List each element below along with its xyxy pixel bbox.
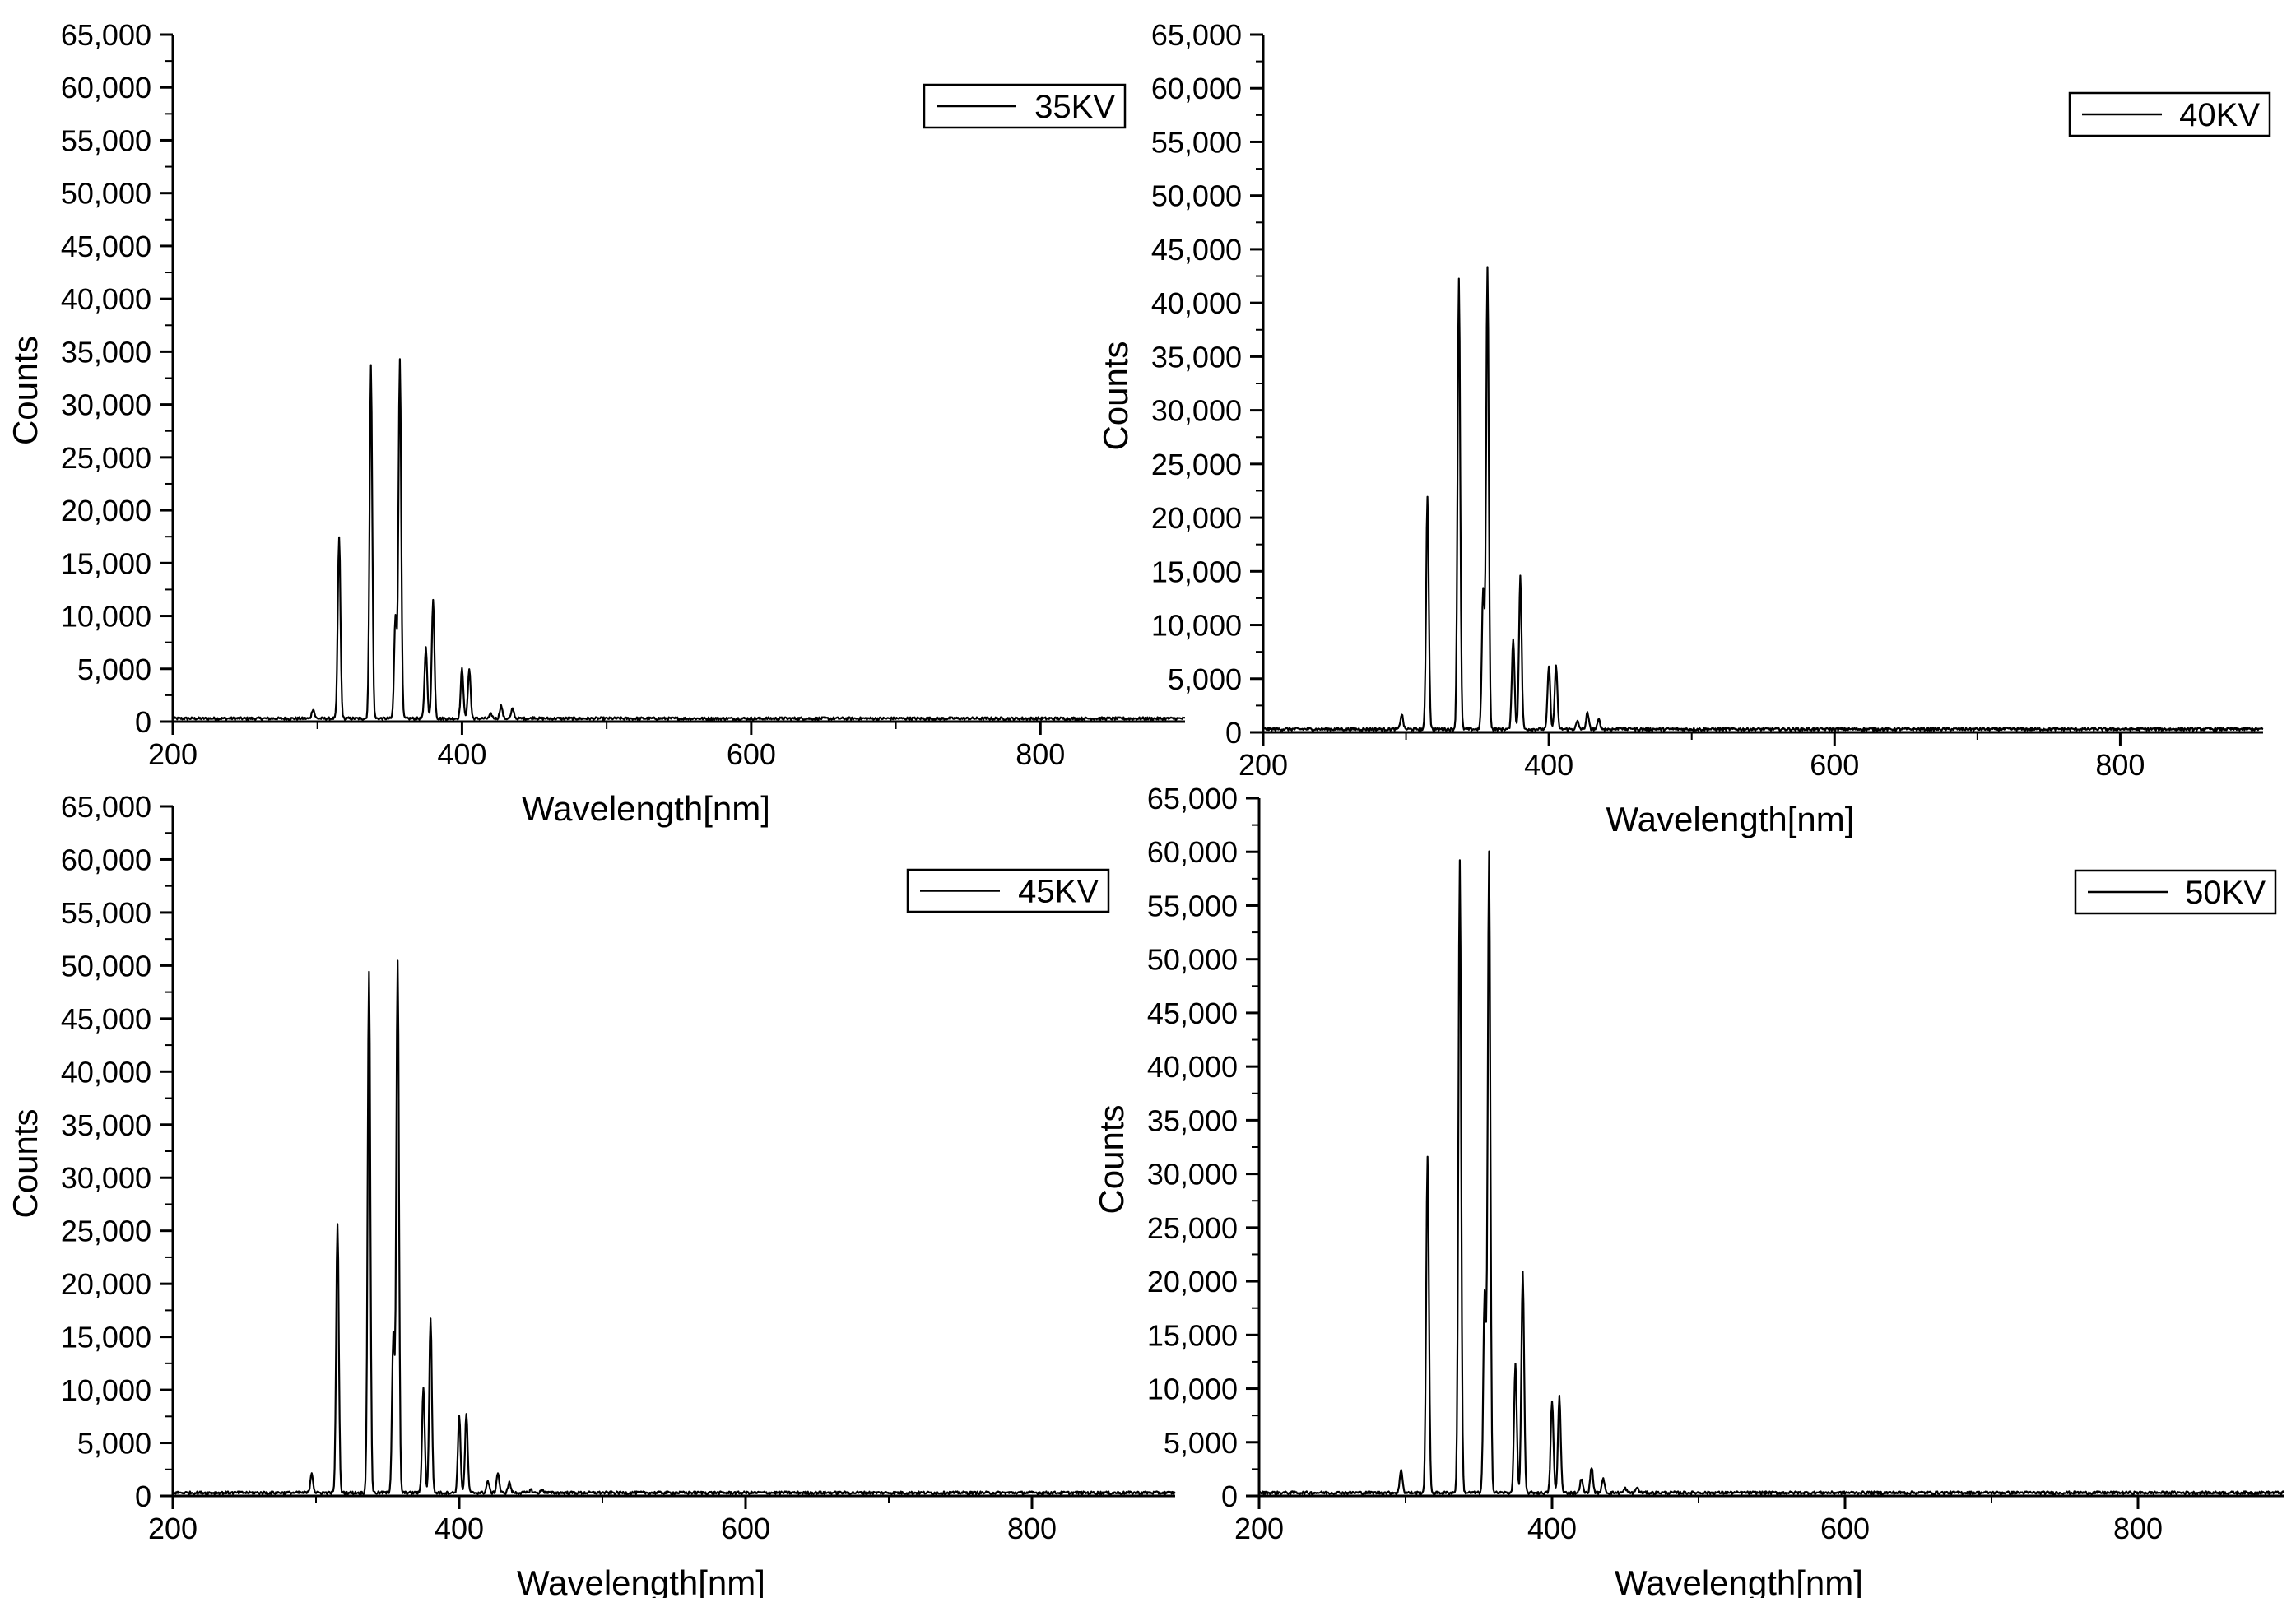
y-tick-label: 25,000	[61, 441, 151, 475]
x-tick-label: 200	[1234, 1512, 1284, 1545]
legend: 35KV	[923, 83, 1127, 129]
x-tick-label: 200	[1239, 748, 1288, 782]
y-tick-label: 35,000	[1147, 1103, 1238, 1137]
x-tick-label: 600	[727, 737, 776, 771]
x-tick-label: 600	[1820, 1512, 1870, 1545]
y-tick-label: 65,000	[61, 18, 151, 52]
x-axis-title: Wavelength[nm]	[522, 789, 770, 828]
y-tick-label: 0	[1225, 716, 1242, 750]
y-tick-label: 15,000	[1147, 1318, 1238, 1352]
y-tick-label: 5,000	[77, 653, 151, 686]
y-tick-label: 20,000	[61, 1267, 151, 1301]
series-line-50KV	[1257, 850, 2285, 1495]
x-tick-label: 400	[1527, 1512, 1577, 1545]
legend-label: 35KV	[1034, 89, 1115, 125]
y-tick-label: 5,000	[1168, 662, 1242, 696]
y-tick-label: 25,000	[1151, 448, 1242, 481]
y-tick-label: 65,000	[1147, 782, 1238, 815]
y-tick-label: 35,000	[1151, 340, 1242, 374]
legend: 45KV	[906, 868, 1110, 913]
y-tick-label: 0	[135, 705, 151, 739]
y-tick-label: 55,000	[61, 123, 151, 157]
y-tick-label: 10,000	[61, 600, 151, 634]
x-tick-label: 200	[148, 737, 198, 771]
y-tick-label: 40,000	[1151, 286, 1242, 320]
y-tick-label: 30,000	[1151, 394, 1242, 428]
y-axis-title: Counts	[6, 1108, 44, 1218]
y-tick-label: 10,000	[61, 1373, 151, 1407]
y-tick-label: 5,000	[77, 1427, 151, 1461]
y-tick-label: 50,000	[1147, 943, 1238, 977]
legend-label: 45KV	[1018, 874, 1099, 910]
legend-label: 40KV	[2179, 97, 2260, 133]
y-tick-label: 20,000	[1151, 501, 1242, 535]
series-line-45KV	[172, 959, 1176, 1495]
y-tick-label: 55,000	[1147, 889, 1238, 922]
x-axis-title: Wavelength[nm]	[517, 1563, 765, 1598]
chart-panel-2: 0 5,000 10,000 15,000 20,000 25,000 30,000 35,0…	[1096, 18, 2271, 838]
series-line-40KV	[1262, 266, 2264, 732]
y-tick-label: 10,000	[1151, 609, 1242, 643]
x-tick-label: 400	[1524, 748, 1573, 782]
y-tick-label: 15,000	[61, 546, 151, 580]
x-tick-label: 800	[1007, 1512, 1057, 1545]
legend: 40KV	[2068, 91, 2271, 137]
x-tick-label: 600	[1810, 748, 1859, 782]
y-tick-label: 65,000	[1151, 18, 1242, 52]
y-tick-label: 60,000	[1151, 72, 1242, 105]
chart-panel-3: 0 5,000 10,000 15,000 20,000 25,000 30,000 35,0…	[6, 790, 1176, 1598]
legend-label: 50KV	[2185, 875, 2266, 911]
y-tick-label: 35,000	[61, 335, 151, 369]
y-axis-title: Counts	[1092, 1104, 1131, 1214]
x-axis-title: Wavelength[nm]	[1615, 1563, 1863, 1598]
y-tick-label: 20,000	[61, 494, 151, 527]
y-tick-label: 45,000	[1147, 996, 1238, 1030]
y-tick-label: 45,000	[61, 1002, 151, 1036]
y-tick-label: 55,000	[61, 896, 151, 930]
y-tick-label: 50,000	[61, 949, 151, 982]
y-tick-label: 30,000	[1147, 1158, 1238, 1192]
y-axis-title: Counts	[6, 336, 44, 445]
x-tick-label: 400	[437, 737, 486, 771]
y-tick-label: 20,000	[1147, 1265, 1238, 1298]
x-axis-title: Wavelength[nm]	[1606, 800, 1855, 838]
y-axis-title: Counts	[1096, 341, 1135, 450]
y-tick-label: 40,000	[61, 1055, 151, 1089]
y-tick-label: 50,000	[61, 177, 151, 211]
x-tick-label: 800	[1016, 737, 1065, 771]
y-tick-label: 30,000	[61, 388, 151, 422]
x-tick-label: 800	[2113, 1512, 2163, 1545]
y-tick-label: 25,000	[1147, 1211, 1238, 1245]
y-tick-label: 60,000	[61, 843, 151, 876]
y-tick-label: 60,000	[61, 71, 151, 105]
y-tick-label: 35,000	[61, 1108, 151, 1142]
y-tick-label: 15,000	[61, 1321, 151, 1354]
chart-panel-4: 0 5,000 10,000 15,000 20,000 25,000 30,000 35,0…	[1092, 782, 2285, 1598]
chart-panel-1: 0 5,000 10,000 15,000 20,000 25,000 30,000 35,0…	[6, 18, 1186, 828]
y-tick-label: 10,000	[1147, 1373, 1238, 1406]
y-tick-label: 0	[135, 1480, 151, 1513]
y-tick-label: 40,000	[61, 282, 151, 316]
y-tick-label: 45,000	[1151, 233, 1242, 267]
legend: 50KV	[2074, 869, 2277, 915]
y-tick-label: 15,000	[1151, 555, 1242, 588]
x-tick-label: 400	[435, 1512, 484, 1545]
x-tick-label: 600	[721, 1512, 770, 1545]
y-tick-label: 30,000	[61, 1161, 151, 1195]
y-tick-label: 45,000	[61, 230, 151, 263]
y-tick-label: 25,000	[61, 1215, 151, 1248]
x-tick-label: 800	[2095, 748, 2145, 782]
x-tick-label: 200	[148, 1512, 198, 1545]
y-tick-label: 65,000	[61, 790, 151, 824]
y-tick-label: 40,000	[1147, 1050, 1238, 1084]
y-tick-label: 55,000	[1151, 125, 1242, 159]
y-tick-label: 0	[1221, 1480, 1238, 1513]
y-tick-label: 60,000	[1147, 835, 1238, 869]
y-tick-label: 5,000	[1164, 1426, 1238, 1460]
y-tick-label: 50,000	[1151, 179, 1242, 213]
series-line-35KV	[172, 358, 1186, 721]
